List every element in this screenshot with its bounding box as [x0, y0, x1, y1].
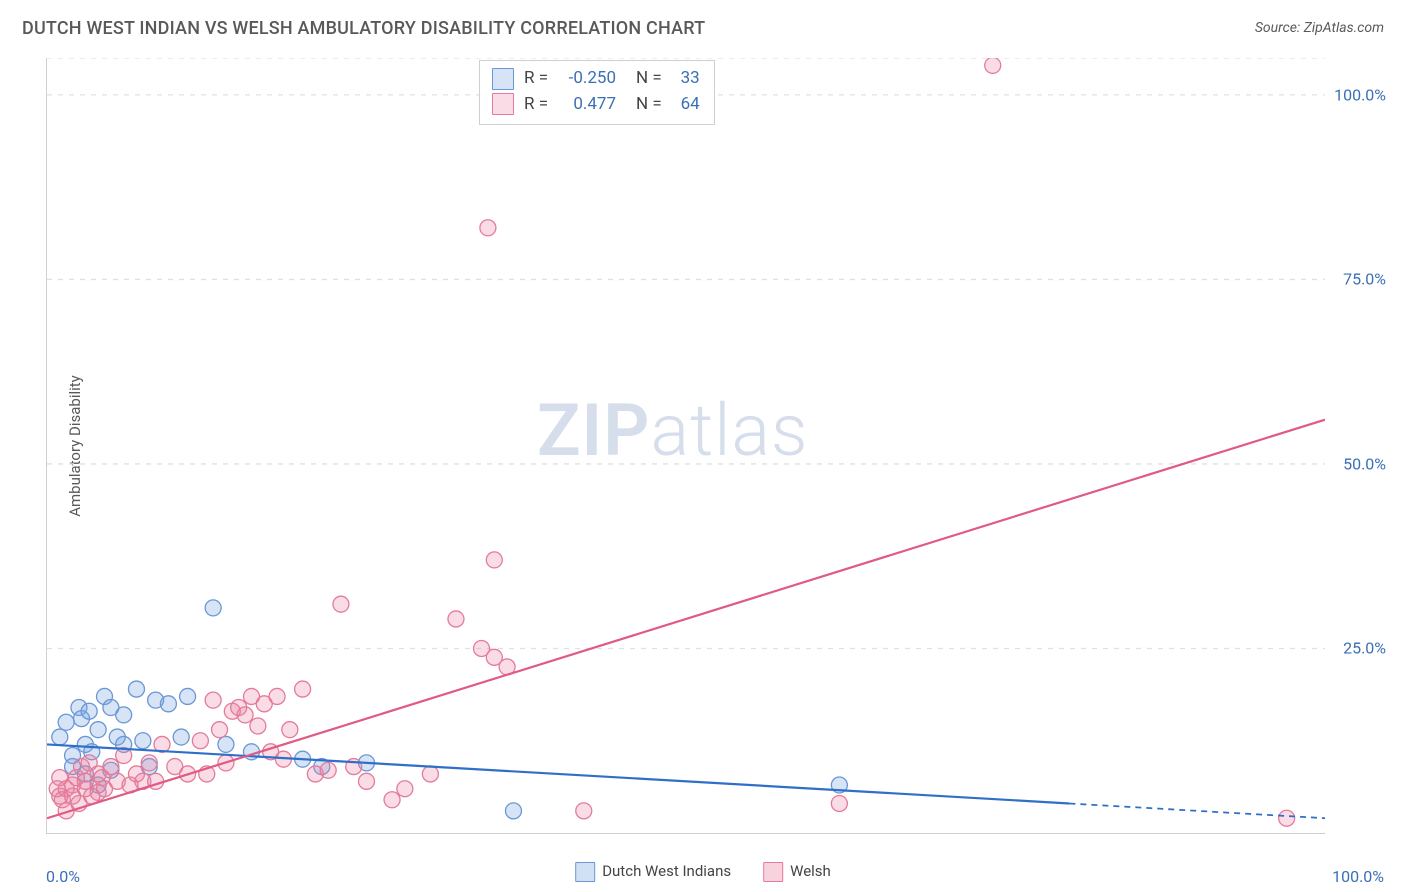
data-point [269, 688, 285, 704]
n-label: N = [636, 66, 662, 92]
data-point [58, 714, 74, 730]
stats-row: R = 0.477 N = 64 [492, 92, 700, 118]
legend: Dutch West Indians Welsh [575, 862, 831, 882]
legend-label: Dutch West Indians [602, 862, 731, 880]
data-point [141, 755, 157, 771]
n-value: 33 [672, 66, 700, 92]
data-point [250, 718, 266, 734]
data-point [205, 600, 221, 616]
y-tick-label: 75.0% [1343, 270, 1386, 289]
data-point [422, 766, 438, 782]
r-value: 0.477 [558, 92, 616, 118]
n-label: N = [636, 92, 662, 118]
legend-swatch [492, 93, 514, 115]
y-tick-label: 25.0% [1343, 639, 1386, 658]
data-point [135, 733, 151, 749]
x-tick-label-max: 100.0% [1332, 867, 1384, 886]
data-point [237, 707, 253, 723]
data-point [128, 681, 144, 697]
data-point [359, 773, 375, 789]
data-point [831, 795, 847, 811]
data-point [1279, 810, 1295, 826]
data-point [333, 596, 349, 612]
data-point [505, 803, 521, 819]
data-point [282, 722, 298, 738]
data-point [205, 692, 221, 708]
legend-label: Welsh [790, 862, 831, 880]
data-point [81, 703, 97, 719]
chart-title: DUTCH WEST INDIAN VS WELSH AMBULATORY DI… [22, 18, 705, 39]
data-point [90, 722, 106, 738]
data-point [480, 220, 496, 236]
data-point [173, 729, 189, 745]
data-point [192, 733, 208, 749]
legend-swatch [575, 862, 595, 882]
legend-item: Dutch West Indians [575, 862, 731, 882]
data-point [985, 58, 1001, 73]
data-point [320, 762, 336, 778]
data-point [384, 792, 400, 808]
data-point [218, 736, 234, 752]
y-tick-label: 50.0% [1343, 454, 1386, 473]
regression-line [47, 420, 1325, 819]
legend-swatch [492, 68, 514, 90]
data-point [295, 681, 311, 697]
data-point [103, 759, 119, 775]
data-point [576, 803, 592, 819]
data-point [486, 552, 502, 568]
correlation-stats-box: R = -0.250 N = 33 R = 0.477 N = 64 [479, 60, 715, 125]
data-point [160, 696, 176, 712]
data-point [116, 707, 132, 723]
r-label: R = [524, 92, 548, 118]
r-value: -0.250 [558, 66, 616, 92]
n-value: 64 [672, 92, 700, 118]
legend-item: Welsh [763, 862, 831, 882]
data-point [448, 611, 464, 627]
x-tick-label-min: 0.0% [46, 867, 80, 886]
data-point [212, 722, 228, 738]
data-point [180, 688, 196, 704]
y-tick-label: 100.0% [1334, 85, 1386, 104]
plot-area: ZIPatlas R = -0.250N = 33R = 0.477N = 64 [46, 58, 1325, 834]
legend-swatch [763, 862, 783, 882]
data-point [52, 729, 68, 745]
scatter-svg [47, 58, 1325, 833]
source-attribution: Source: ZipAtlas.com [1255, 20, 1384, 36]
data-point [397, 781, 413, 797]
r-label: R = [524, 66, 548, 92]
stats-row: R = -0.250 N = 33 [492, 66, 700, 92]
